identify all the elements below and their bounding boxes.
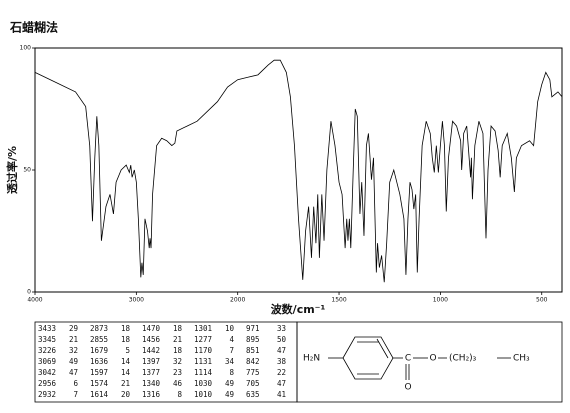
table-cell: 1170 <box>194 346 213 355</box>
table-cell: 4 <box>229 335 234 344</box>
table-cell: 1470 <box>142 324 161 333</box>
x-tick-label: 4000 <box>27 297 42 304</box>
structure <box>328 336 511 380</box>
table-cell: 6 <box>73 379 78 388</box>
x-tick-label: 1000 <box>433 297 448 304</box>
table-cell: 21 <box>173 335 182 344</box>
table-cell: 18 <box>121 324 131 333</box>
table-cell: 635 <box>246 390 260 399</box>
table-cell: 1636 <box>90 357 109 366</box>
table-cell: 971 <box>246 324 260 333</box>
table-cell: 1131 <box>194 357 212 366</box>
table-cell: 1377 <box>142 368 160 377</box>
structure-label: C <box>405 354 411 364</box>
chart-title: 石蜡糊法 <box>9 20 58 35</box>
table-cell: 2873 <box>90 324 108 333</box>
table-cell: 18 <box>173 324 183 333</box>
table-cell: 7 <box>229 346 234 355</box>
table-cell: 1316 <box>142 390 161 399</box>
table-cell: 1442 <box>142 346 160 355</box>
table-cell: 33 <box>277 324 286 333</box>
spectrum-line <box>34 59 563 283</box>
table-cell: 1030 <box>194 379 213 388</box>
table-cell: 7 <box>73 390 78 399</box>
table-cell: 3069 <box>38 357 56 366</box>
table-cell: 47 <box>277 379 286 388</box>
x-tick-label: 3000 <box>129 297 144 304</box>
table-cell: 20 <box>121 390 131 399</box>
table-cell: 46 <box>173 379 183 388</box>
table-cell: 2855 <box>90 335 108 344</box>
plot-frame <box>34 47 563 293</box>
benzene-ring <box>342 336 394 380</box>
table-cell: 851 <box>246 346 260 355</box>
table-cell: 47 <box>69 368 78 377</box>
table-cell: 2932 <box>38 390 56 399</box>
table-cell: 38 <box>277 357 287 366</box>
x-axis-label: 波数/cm⁻¹ <box>271 302 326 316</box>
y-tick-label: 100 <box>20 45 32 52</box>
x-tick-label: 500 <box>536 297 548 304</box>
table-cell: 1679 <box>90 346 108 355</box>
x-tick-label: 1500 <box>331 297 346 304</box>
y-axis-label: 透过率/% <box>5 146 19 194</box>
y-tick-label: 0 <box>27 289 31 296</box>
table-cell: 3345 <box>38 335 56 344</box>
table-cell: 32 <box>69 346 78 355</box>
structure-label: (CH₂)₃ <box>449 354 477 364</box>
table-cell: 895 <box>246 335 260 344</box>
table-cell: 1597 <box>90 368 108 377</box>
table-cell: 1114 <box>194 368 213 377</box>
table-cell: 5 <box>125 346 130 355</box>
table-cell: 3226 <box>38 346 57 355</box>
table-cell: 2956 <box>38 379 57 388</box>
table-cell: 22 <box>277 368 286 377</box>
table-cell: 14 <box>121 357 131 366</box>
table-cell: 47 <box>277 346 286 355</box>
table-cell: 21 <box>121 379 130 388</box>
table-cell: 8 <box>229 368 234 377</box>
table-cell: 775 <box>246 368 260 377</box>
table-cell: 49 <box>225 390 234 399</box>
bond <box>376 338 389 359</box>
structure-label: O <box>429 354 436 364</box>
table-cell: 1574 <box>90 379 109 388</box>
table-cell: 14 <box>121 368 131 377</box>
table-cell: 1340 <box>142 379 161 388</box>
table-cell: 8 <box>177 390 182 399</box>
table-cell: 1614 <box>90 390 109 399</box>
table-cell: 29 <box>69 324 78 333</box>
structure-label: CH₃ <box>513 354 530 364</box>
table-cell: 18 <box>121 335 131 344</box>
table-cell: 50 <box>277 335 287 344</box>
x-tick-label: 2000 <box>230 297 245 304</box>
table-cell: 23 <box>173 368 182 377</box>
table-cell: 32 <box>173 357 182 366</box>
structure-label: H₂N <box>303 354 320 364</box>
table-cell: 34 <box>225 357 235 366</box>
table-cell: 3433 <box>38 324 56 333</box>
table-cell: 705 <box>246 379 260 388</box>
table-cell: 1010 <box>194 390 213 399</box>
table-cell: 21 <box>69 335 78 344</box>
table-cell: 41 <box>277 390 286 399</box>
table-cell: 49 <box>225 379 234 388</box>
y-tick-label: 50 <box>23 167 31 174</box>
structure-label: O <box>404 383 411 393</box>
structure-frame <box>296 321 563 403</box>
table-cell: 1277 <box>194 335 212 344</box>
table-cell: 49 <box>69 357 78 366</box>
table-cell: 1301 <box>194 324 212 333</box>
table-cell: 1456 <box>142 335 161 344</box>
table-cell: 3042 <box>38 368 56 377</box>
table-cell: 842 <box>246 357 260 366</box>
table-cell: 1397 <box>142 357 160 366</box>
table-cell: 10 <box>225 324 235 333</box>
table-cell: 18 <box>173 346 183 355</box>
